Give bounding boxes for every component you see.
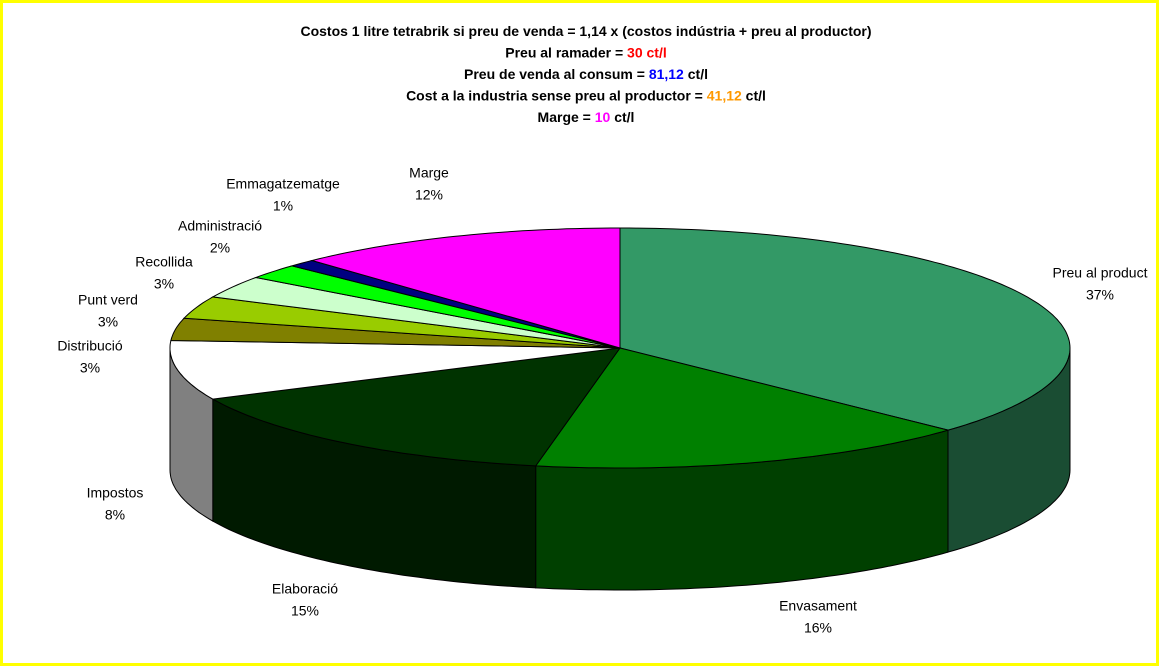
- slice: [169, 339, 621, 400]
- title-part: ct/l: [684, 66, 708, 82]
- slice-label: Marge: [409, 165, 449, 181]
- title-part: Preu de venda al consum =: [464, 66, 649, 82]
- title-line: Preu de venda al consum = 81,12 ct/l: [464, 66, 708, 82]
- slice-label: Envasament: [779, 598, 857, 614]
- slice-label: Emmagatzematge: [226, 176, 340, 192]
- slice: [619, 227, 1071, 431]
- chart-title: Costos 1 litre tetrabrik si preu de vend…: [300, 23, 871, 125]
- title-part: 10: [595, 109, 611, 125]
- labels: Preu al product 37% Envasament 16% Elaboraci…: [57, 165, 1147, 636]
- slice-label: Recollida: [135, 254, 193, 270]
- slice-label: Preu al product: [1053, 265, 1148, 281]
- title-line: Cost a la industria sense preu al produc…: [406, 87, 766, 103]
- title-part: 81,12: [649, 66, 684, 82]
- slice-label: Administració: [178, 218, 262, 234]
- slice-value-label: 3%: [154, 276, 174, 292]
- slice-label: Punt verd: [78, 292, 138, 308]
- slice-value-label: 37%: [1086, 287, 1114, 303]
- slice-value-label: 3%: [80, 360, 100, 376]
- slice: [310, 227, 621, 349]
- title-part: ct/l: [610, 109, 634, 125]
- slice: [534, 347, 950, 469]
- title-line: Costos 1 litre tetrabrik si preu de vend…: [300, 23, 871, 39]
- title-line: Marge = 10 ct/l: [538, 109, 635, 125]
- slice: [254, 265, 621, 349]
- title-part: Cost a la industria sense preu al produc…: [406, 87, 707, 103]
- slice-value-label: 2%: [210, 240, 230, 256]
- slice-value-label: 8%: [105, 507, 125, 523]
- title-part: 41,12: [707, 87, 742, 103]
- slice-label: Distribució: [57, 338, 123, 354]
- slice-value-label: 12%: [415, 187, 443, 203]
- slice-value-label: 1%: [273, 198, 293, 214]
- title-part: Marge =: [538, 109, 595, 125]
- slice-value-label: 15%: [291, 603, 319, 619]
- title-part: Costos 1 litre tetrabrik si preu de vend…: [300, 23, 871, 39]
- slice-value-label: 3%: [98, 314, 118, 330]
- slice-label: Elaboració: [272, 581, 338, 597]
- title-part: ct/l: [742, 87, 766, 103]
- title-part: 30 ct/l: [627, 44, 667, 60]
- title-line: Preu al ramader = 30 ct/l: [505, 44, 667, 60]
- slice: [211, 276, 621, 349]
- slice-label: Impostos: [87, 485, 144, 501]
- title-part: Preu al ramader =: [505, 44, 627, 60]
- slice-value-label: 16%: [804, 620, 832, 636]
- pie: [169, 227, 1071, 591]
- slice: [182, 296, 621, 349]
- slice: [211, 347, 622, 467]
